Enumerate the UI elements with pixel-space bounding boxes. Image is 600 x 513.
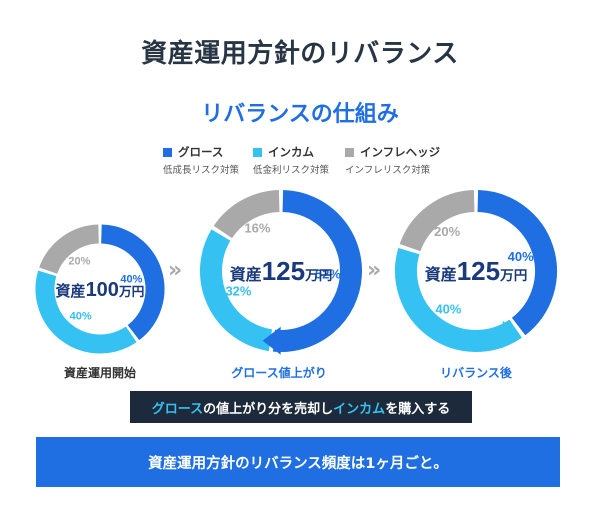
section-title: リバランスの仕組み <box>201 102 399 127</box>
donut-3-slice-3 <box>399 190 475 252</box>
legend-swatch-inflation <box>345 148 354 157</box>
legend-swatch-income <box>253 148 262 157</box>
donut-1-label-2: 40% <box>70 311 92 323</box>
donut-1-label-3: 20% <box>68 256 90 268</box>
donut-3-center-text: 資産125万円 <box>425 256 528 286</box>
legend-name-inflation: インフレヘッジ <box>360 145 441 159</box>
legend-sub-income: 低金利リスク対策 <box>253 165 330 176</box>
donut-3-slice-2 <box>395 248 522 352</box>
donut-1-slice-3 <box>39 224 100 275</box>
legend-name-growth: グロース <box>178 145 224 159</box>
donut-2-center-text: 資産125万円 <box>230 256 333 286</box>
callout-income: インカム <box>333 401 386 417</box>
donut-1-slice-2 <box>35 270 137 354</box>
donut-2-label-3: 16% <box>244 221 270 236</box>
donut-2-slice-1 <box>272 190 362 352</box>
donut-2-slice-2 <box>200 229 273 352</box>
callout-growth: グロース <box>151 401 204 417</box>
legend-sub-inflation: インフレリスク対策 <box>345 165 431 176</box>
donut-2-label-1: 52% <box>315 267 341 282</box>
frequency-banner: 資産運用方針のリバランス頻度は1ヶ月ごと。 <box>36 437 560 487</box>
donut-3-slice-1 <box>477 190 557 336</box>
arrow-icon-2: » <box>367 258 381 283</box>
donut-3-label-3: 20% <box>434 224 460 239</box>
callout-text-1: の値上がり分を売却し <box>203 401 334 417</box>
caption-growth-up: グロース値上がり <box>231 366 327 380</box>
donut-2-label-2: 32% <box>225 284 251 299</box>
legend-name-income: インカム <box>268 145 314 159</box>
caption-start: 資産運用開始 <box>63 366 136 380</box>
donut-1-slice-1 <box>100 224 165 341</box>
banner-text: 資産運用方針のリバランス頻度は1ヶ月ごと。 <box>148 455 448 472</box>
legend-sub-growth: 低成長リスク対策 <box>163 165 240 176</box>
donut-3-label-1: 40% <box>508 249 534 264</box>
donut-3-arrowhead <box>500 320 521 349</box>
callout-box: グロース の値上がり分を売却し インカム を購入する <box>130 391 472 423</box>
caption-after: リバランス後 <box>440 366 512 380</box>
callout-text-2: を購入する <box>385 401 451 417</box>
arrow-icon-1: » <box>168 258 182 283</box>
legend-swatch-growth <box>163 148 172 157</box>
donut-2-arrowhead <box>262 326 281 355</box>
donut-2-slice-3 <box>213 190 280 239</box>
page-title: 資産運用方針のリバランス <box>141 39 459 69</box>
donut-1-center-text: 資産100万円 <box>56 279 145 301</box>
donut-3-label-2: 40% <box>435 302 461 317</box>
donut-1-label-1: 40% <box>120 274 142 286</box>
